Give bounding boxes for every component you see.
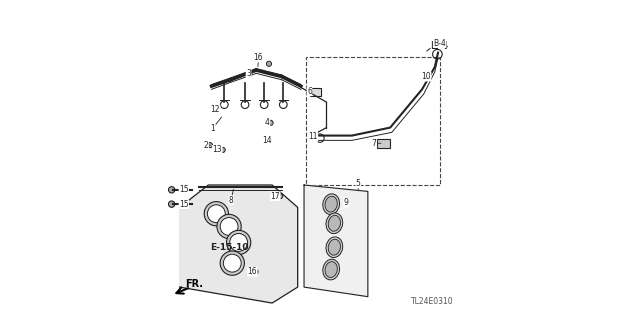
Text: 17: 17	[271, 192, 280, 201]
Circle shape	[268, 120, 273, 125]
Text: 7: 7	[372, 139, 377, 148]
Text: 6: 6	[307, 87, 312, 96]
Polygon shape	[304, 185, 368, 297]
Text: 12: 12	[211, 105, 220, 114]
Circle shape	[223, 254, 241, 272]
Text: 5: 5	[356, 179, 361, 188]
Text: 15: 15	[179, 200, 189, 209]
Circle shape	[207, 143, 212, 148]
Bar	[378, 139, 390, 148]
Text: FR.: FR.	[186, 279, 204, 289]
Bar	[310, 88, 321, 96]
Text: 4: 4	[265, 118, 270, 127]
Text: 13: 13	[212, 145, 222, 154]
Ellipse shape	[326, 237, 342, 257]
Circle shape	[253, 269, 258, 274]
Text: 2: 2	[204, 141, 209, 150]
Text: B-4: B-4	[433, 39, 446, 48]
Text: 16: 16	[248, 267, 257, 276]
Text: E-15-10: E-15-10	[210, 243, 248, 252]
Circle shape	[227, 230, 251, 255]
Circle shape	[266, 138, 271, 143]
Bar	[306, 57, 440, 185]
Polygon shape	[180, 185, 298, 303]
Circle shape	[278, 194, 283, 199]
Circle shape	[204, 202, 228, 226]
Text: 1: 1	[211, 124, 215, 133]
Circle shape	[266, 61, 271, 66]
Circle shape	[220, 147, 225, 152]
Text: 3: 3	[246, 69, 251, 78]
Text: TL24E0310: TL24E0310	[412, 297, 454, 306]
Text: 10: 10	[421, 72, 431, 81]
Text: 14: 14	[262, 136, 271, 145]
Text: B-4: B-4	[430, 41, 448, 51]
Text: 15: 15	[179, 185, 189, 194]
Text: 9: 9	[344, 198, 349, 207]
Circle shape	[168, 201, 175, 207]
Ellipse shape	[326, 213, 342, 234]
Ellipse shape	[328, 239, 340, 255]
Ellipse shape	[328, 215, 340, 231]
Ellipse shape	[325, 262, 337, 278]
Circle shape	[220, 218, 238, 235]
Text: 11: 11	[308, 132, 317, 141]
Text: 16: 16	[253, 53, 263, 62]
Circle shape	[230, 234, 248, 251]
Ellipse shape	[323, 194, 340, 214]
Text: 8: 8	[229, 196, 234, 204]
Circle shape	[207, 205, 225, 223]
Ellipse shape	[325, 196, 337, 212]
Ellipse shape	[323, 259, 340, 280]
Circle shape	[220, 251, 244, 275]
Circle shape	[168, 187, 175, 193]
Circle shape	[217, 214, 241, 239]
